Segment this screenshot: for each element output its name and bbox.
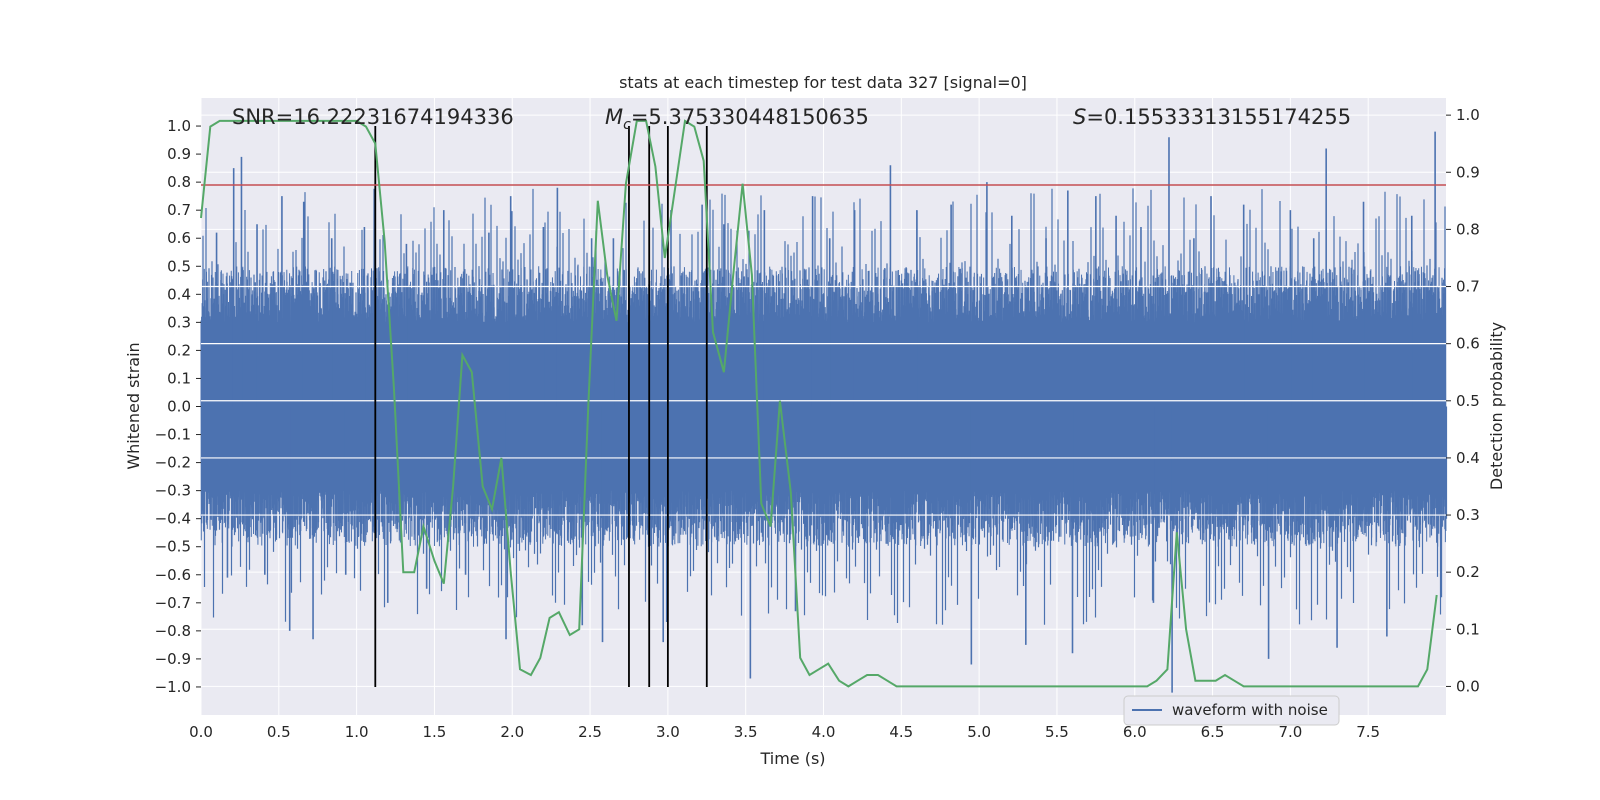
y-axis-label: Whitened strain	[124, 342, 143, 469]
x-tick-label: 4.0	[812, 723, 836, 741]
x-tick-label: 5.5	[1045, 723, 1069, 741]
x-tick-label: 3.5	[734, 723, 758, 741]
legend: waveform with noise	[1123, 695, 1340, 726]
chirp-mass-value: =5.375330448150635	[631, 105, 869, 129]
x-tick-label: 0.5	[267, 723, 291, 741]
y-tick-label: −0.1	[155, 426, 191, 444]
chirp-mass-annotation: Mc=5.375330448150635	[605, 105, 869, 133]
y-tick-label: −0.9	[155, 650, 191, 668]
x-tick-label: 7.0	[1278, 723, 1302, 741]
waveform-with-noise-series	[200, 131, 1448, 693]
y2-tick-label: 1.0	[1456, 106, 1480, 124]
y2-tick-label: 0.0	[1456, 677, 1480, 695]
y2-tick-label: 0.6	[1456, 335, 1480, 353]
chart-title: stats at each timestep for test data 327…	[619, 73, 1027, 92]
y2-tick-label: 0.7	[1456, 278, 1480, 296]
y-tick-label: 0.3	[167, 313, 191, 331]
y2-tick-label: 0.4	[1456, 449, 1480, 467]
y-tick-label: 0.2	[167, 341, 191, 359]
s-annotation: S=0.15533313155174255	[1073, 105, 1351, 129]
snr-annotation: SNR=16.22231674194336	[232, 105, 514, 129]
y-tick-label: −1.0	[155, 678, 191, 696]
x-tick-label: 1.5	[423, 723, 447, 741]
y-tick-label: 0.6	[167, 229, 191, 247]
legend-label: waveform with noise	[1172, 701, 1328, 719]
y-tick-label: 1.0	[167, 117, 191, 135]
x-tick-label: 5.0	[967, 723, 991, 741]
x-tick-label: 6.5	[1201, 723, 1225, 741]
y-tick-label: −0.8	[155, 622, 191, 640]
y-tick-label: 0.4	[167, 285, 191, 303]
detection-probability-line	[200, 119, 1438, 688]
y2-tick-label: 0.1	[1456, 620, 1480, 638]
y-tick-label: 0.1	[167, 369, 191, 387]
x-tick-label: 2.0	[500, 723, 524, 741]
chirp-mass-symbol: M	[605, 105, 623, 129]
y-tick-label: −0.2	[155, 454, 191, 472]
y2-tick-labels: 1.0 0.9 0.8 0.7 0.6 0.5 0.4 0.3 0.2 0.1 0.0	[1446, 106, 1480, 695]
x-tick-label: 7.5	[1356, 723, 1380, 741]
x-tick-label: 0.0	[189, 723, 213, 741]
y2-tick-label: 0.5	[1456, 392, 1480, 410]
y-tick-label: 0.7	[167, 201, 191, 219]
x-tick-labels: 0.0 0.5 1.0 1.5 2.0 2.5 3.0 3.5 4.0 4.5 5.0 5.5 6.0 6…	[189, 723, 1380, 741]
x-axis-label: Time (s)	[759, 749, 825, 768]
y2-axis-label: Detection probability	[1487, 322, 1506, 490]
y-tick-labels: 1.0 0.9 0.8 0.7 0.6 0.5 0.4 0.3 0.2 0.1 0.0 −0.1 −0.…	[155, 117, 201, 696]
y-tick-label: −0.6	[155, 566, 191, 584]
legend-box	[1123, 695, 1340, 726]
y-tick-label: 0.5	[167, 257, 191, 275]
y-tick-label: −0.5	[155, 538, 191, 556]
chirp-mass-subscript: c	[623, 117, 631, 133]
marker-lines	[374, 126, 708, 687]
x-tick-label: 1.0	[345, 723, 369, 741]
s-symbol: S	[1073, 105, 1086, 129]
y-tick-label: 0.8	[167, 173, 191, 191]
y2-tick-label: 0.2	[1456, 563, 1480, 581]
y-tick-label: −0.4	[155, 510, 191, 528]
y2-tick-label: 0.3	[1456, 506, 1480, 524]
x-tick-label: 6.0	[1123, 723, 1147, 741]
y-tick-label: −0.7	[155, 594, 191, 612]
y2-tick-label: 0.8	[1456, 220, 1480, 238]
y2-tick-label: 0.9	[1456, 163, 1480, 181]
y-tick-label: 0.0	[167, 398, 191, 416]
y-tick-label: −0.3	[155, 482, 191, 500]
s-value: =0.15533313155174255	[1086, 105, 1351, 129]
x-tick-label: 3.0	[656, 723, 680, 741]
x-tick-label: 2.5	[578, 723, 602, 741]
x-tick-label: 4.5	[889, 723, 913, 741]
noise-peaks	[202, 188, 1448, 625]
y-tick-label: 0.9	[167, 145, 191, 163]
